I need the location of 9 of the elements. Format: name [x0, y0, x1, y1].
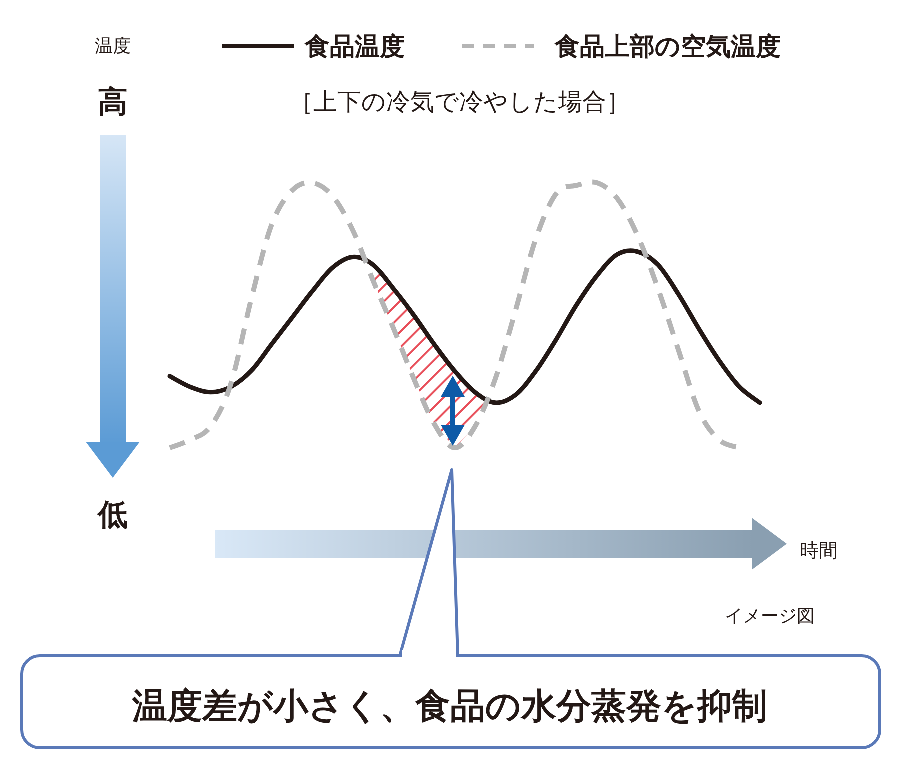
- text: 低: [97, 498, 128, 533]
- text: 時間: [800, 540, 838, 562]
- legend-label: 食品上部の空気温度: [554, 32, 781, 61]
- text: 高: [98, 85, 128, 120]
- text: イメージ図: [725, 606, 815, 627]
- legend-label: 食品温度: [304, 32, 405, 61]
- text: 温度: [95, 36, 131, 57]
- text: 温度差が小さく、食品の水分蒸発を抑制: [132, 687, 768, 727]
- chart-title: ［上下の冷気で冷やした場合］: [290, 88, 630, 116]
